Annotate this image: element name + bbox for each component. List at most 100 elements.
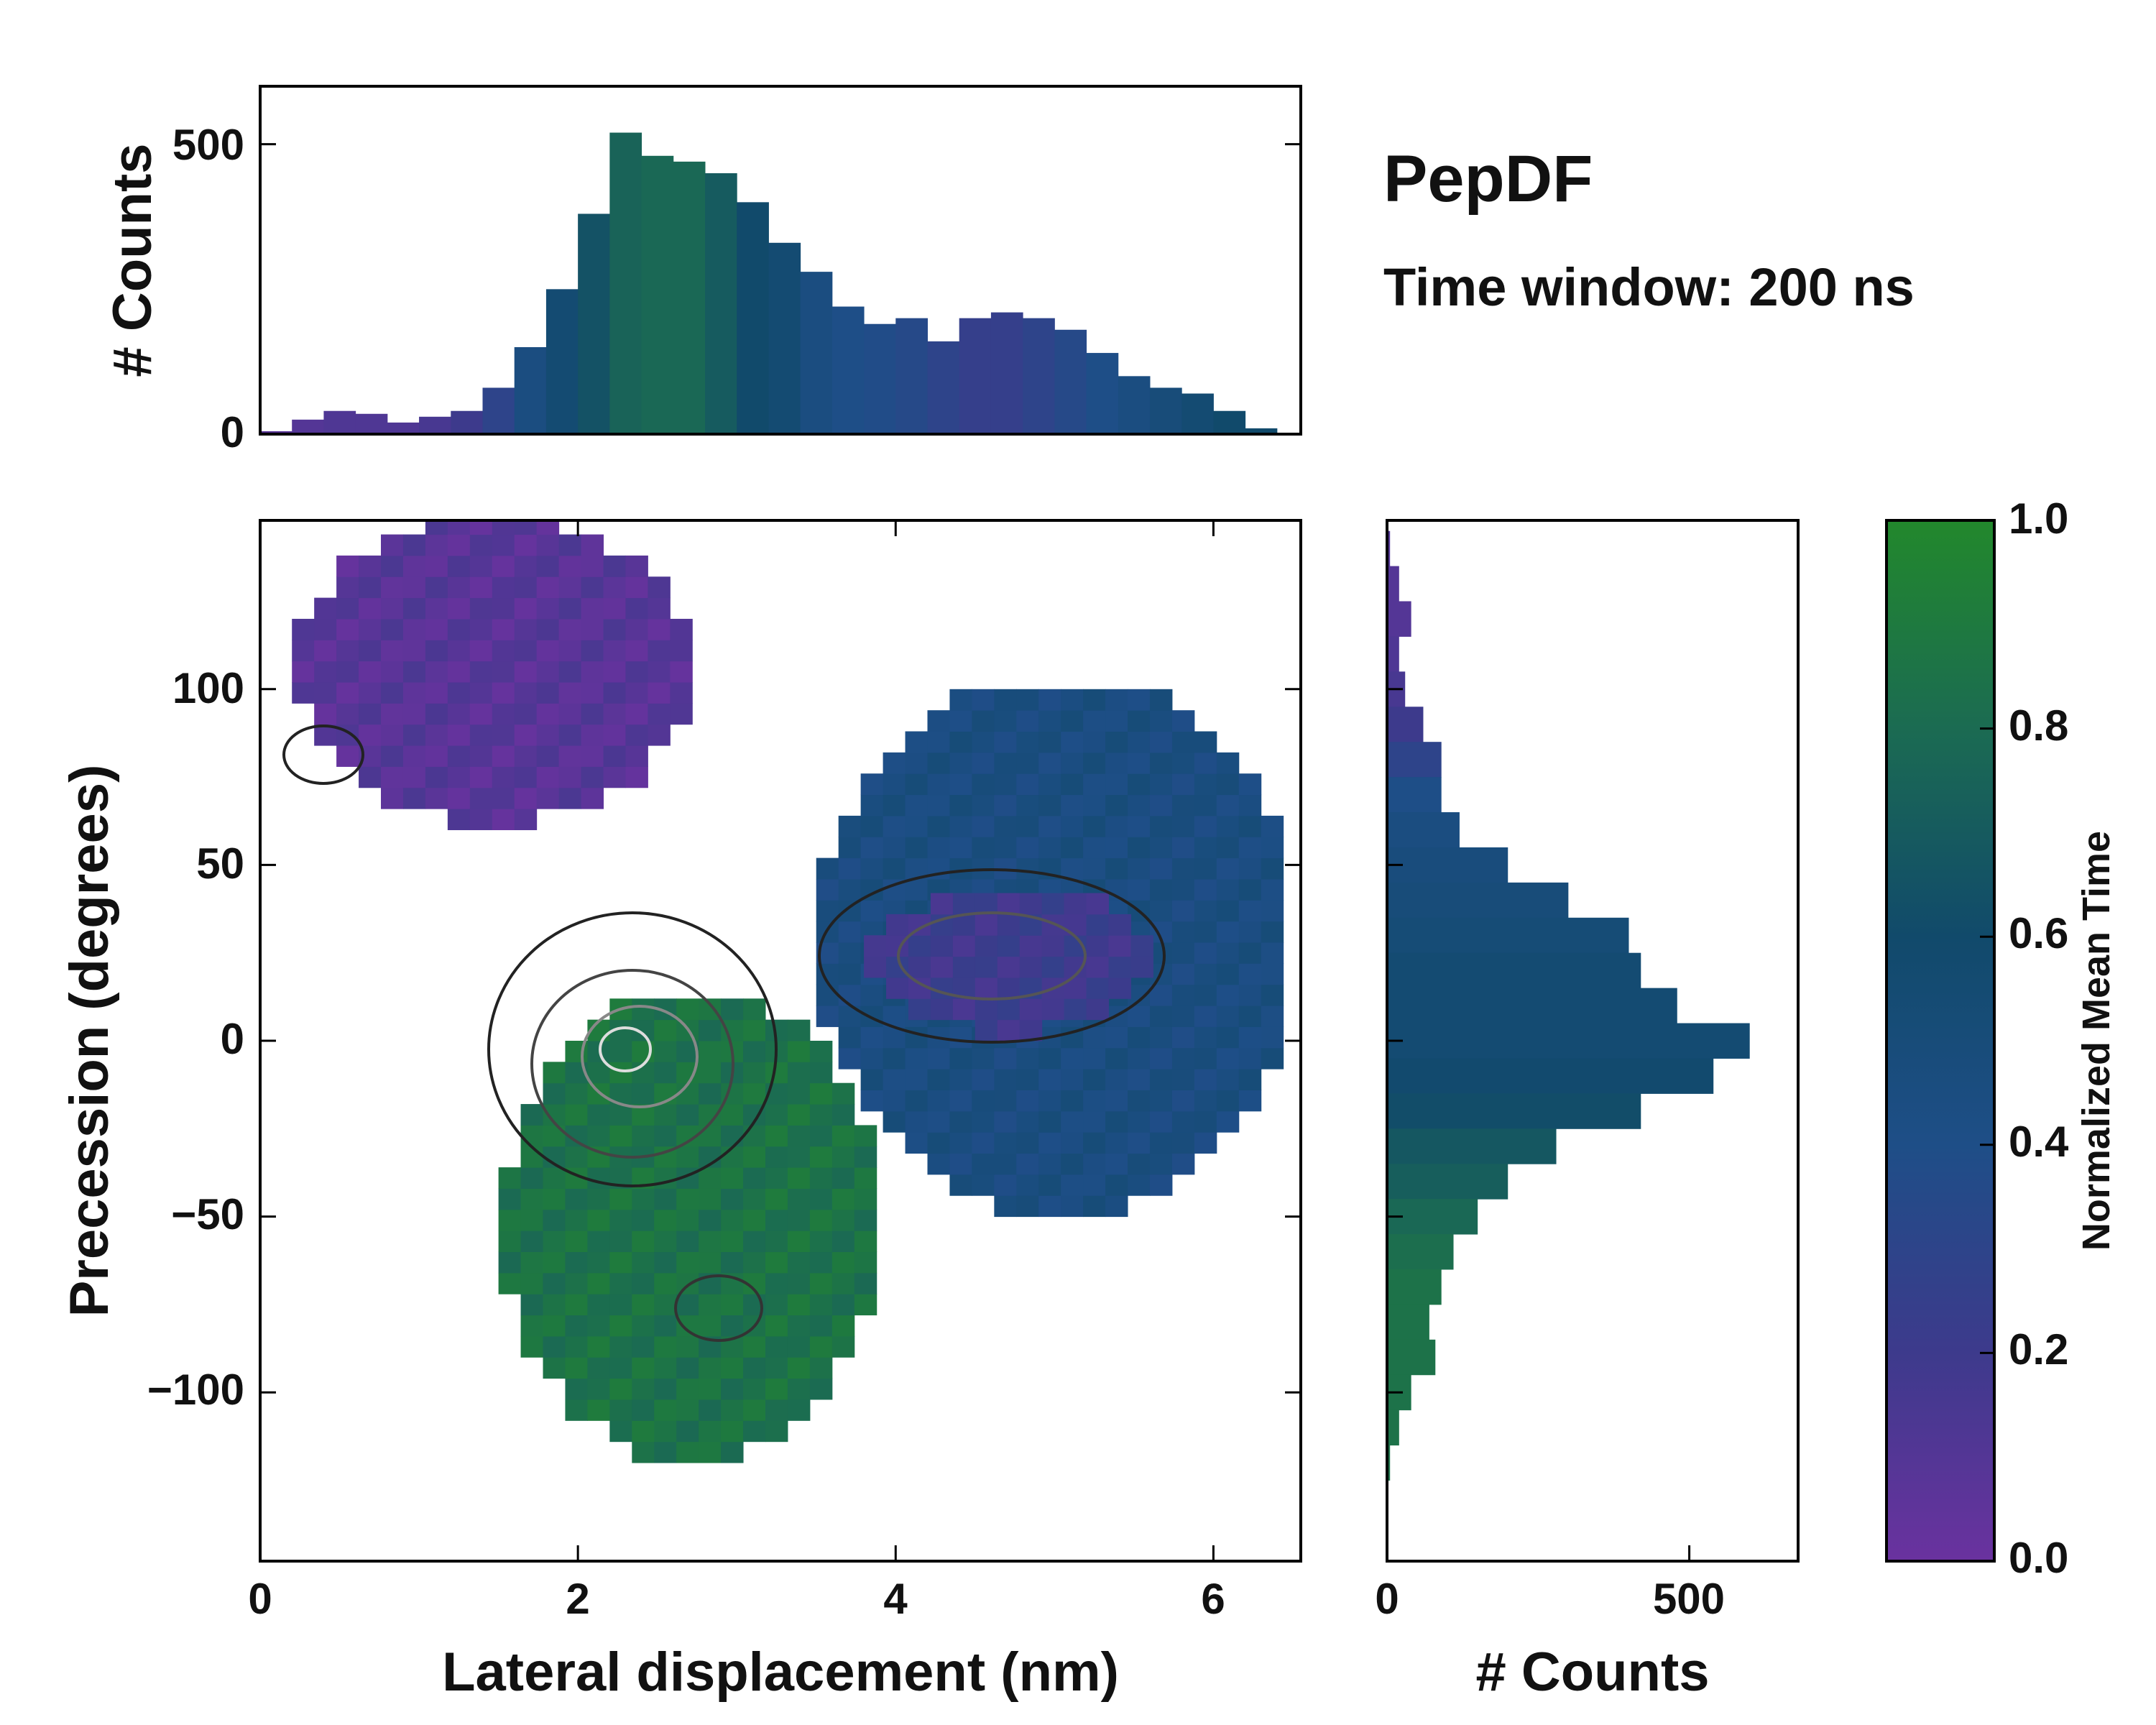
heatmap-cell-926 [1261, 1026, 1284, 1049]
heatmap-cell-930 [1261, 942, 1284, 964]
heatmap-cell-514 [816, 857, 839, 880]
heatmap-cell-653 [994, 1153, 1017, 1175]
heatmap-cell-190 [625, 618, 648, 640]
heatmap-cell-581 [927, 1153, 950, 1175]
heatmap-cell-451 [787, 1357, 811, 1379]
heatmap-cell-924 [1238, 773, 1262, 796]
right-bar-12 [1387, 952, 1641, 989]
heatmap-cell-402 [721, 1104, 744, 1126]
heatmap-cell-84 [447, 555, 471, 577]
heatmap-cell-818 [1128, 815, 1151, 837]
contour-core-green [599, 1026, 652, 1072]
heatmap-cell-971 [997, 935, 1021, 957]
heatmap-cell-307 [632, 1251, 655, 1274]
heatmap-cell-176 [603, 682, 626, 704]
heatmap-cell-298 [632, 1441, 655, 1463]
heatmap-cell-412 [743, 1335, 766, 1358]
heatmap-cell-862 [1171, 878, 1195, 901]
heatmap-cell-116 [492, 520, 515, 535]
heatmap-cell-457 [787, 1230, 811, 1253]
heatmap-cell-39 [381, 640, 404, 662]
right-bar-21 [1387, 1269, 1442, 1305]
heatmap-cell-809 [1128, 1006, 1151, 1027]
heatmap-cell-782 [1105, 1069, 1128, 1090]
heatmap-cell-186 [625, 703, 648, 725]
heatmap-cell-172 [603, 766, 626, 788]
heatmap-cell-370 [699, 1315, 722, 1337]
heatmap-cell-648 [972, 731, 995, 753]
heatmap-cell-830 [1149, 1069, 1173, 1090]
heatmap-cell-452 [787, 1335, 811, 1358]
heatmap-cell-960 [975, 1019, 998, 1041]
heatmap-cell-957 [952, 935, 976, 957]
heatmap-cell-179 [603, 618, 626, 640]
heatmap-cell-673 [994, 731, 1017, 753]
heatmap-cell-644 [972, 815, 995, 837]
top-bar-22 [959, 318, 992, 434]
heatmap-cell-56 [402, 555, 426, 577]
heatmap-cell-784 [1105, 1026, 1128, 1049]
heatmap-cell-973 [997, 893, 1021, 915]
heatmap-cell-522 [838, 900, 862, 922]
top-bar-3 [355, 413, 388, 434]
main-heatmap: 0 2 4 6 100 50 0 −50 −100 Lateral displa… [59, 519, 1302, 1703]
heatmap-cell-351 [676, 1251, 699, 1274]
heatmap-cell-217 [520, 1251, 544, 1274]
heatmap-cell-62 [425, 703, 448, 725]
heatmap-cell-816 [1128, 857, 1151, 880]
heatmap-cell-330 [654, 1230, 677, 1253]
heatmap-cell-174 [603, 724, 626, 746]
heatmap-cell-76 [447, 724, 471, 746]
heatmap-cell-859 [1171, 942, 1195, 964]
top-bar-1 [292, 419, 324, 434]
heatmap-cell-948 [930, 998, 954, 1021]
heatmap-cell-797 [1105, 752, 1128, 774]
heatmap-cell-749 [1061, 710, 1084, 732]
heatmap-cell-231 [543, 1230, 566, 1253]
heatmap-cell-188 [625, 661, 648, 683]
heatmap-cell-841 [1149, 837, 1173, 859]
heatmap-cell-655 [994, 1110, 1017, 1133]
heatmap-cell-907 [1216, 773, 1240, 796]
heatmap-cell-632 [972, 1069, 995, 1090]
heatmap-cell-683 [1016, 1047, 1039, 1070]
heatmap-cell-398 [721, 1188, 744, 1210]
heatmap-cell-28 [359, 618, 382, 640]
heatmap-cell-986 [1041, 893, 1065, 915]
heatmap-cell-912 [1238, 1026, 1262, 1049]
heatmap-cell-202 [670, 703, 693, 725]
heatmap-cell-580 [905, 731, 928, 753]
heatmap-cell-107 [492, 703, 515, 725]
top-bar-30 [1213, 410, 1246, 434]
right-bar-14 [1387, 1023, 1750, 1059]
heatmap-cell-339 [654, 1041, 677, 1062]
heatmap-cell-61 [425, 724, 448, 746]
heatmap-cell-508 [816, 984, 839, 1006]
heatmap-cell-349 [676, 1294, 699, 1316]
heatmap-cell-935 [1261, 837, 1284, 859]
heatmap-cell-223 [520, 1125, 544, 1147]
heatmap-cell-753 [1083, 1153, 1106, 1175]
colorbar: 0.0 0.2 0.4 0.6 0.8 1.0 Normalized Mean … [1885, 494, 2118, 1582]
heatmap-cell-946 [908, 935, 931, 957]
heatmap-cell-523 [838, 878, 862, 901]
heatmap-cell-804 [1128, 1110, 1151, 1133]
heatmap-cell-417 [743, 1230, 766, 1253]
heatmap-cell-942 [886, 914, 909, 936]
heatmap-cell-864 [1171, 837, 1195, 859]
heatmap-cell-161 [581, 745, 604, 767]
heatmap-cell-425 [743, 1062, 766, 1084]
heatmap-cell-421 [743, 1146, 766, 1168]
heatmap-cell-895 [1216, 1026, 1240, 1049]
heatmap-cell-105 [492, 745, 515, 767]
heatmap-cell-560 [883, 752, 906, 774]
heatmap-cell-626 [949, 689, 972, 711]
heatmap-cell-839 [1149, 878, 1173, 901]
figure-subtitle: Time window: 200 ns [1383, 257, 1915, 317]
heatmap-cell-54 [402, 597, 426, 620]
density-contours [282, 724, 1166, 1342]
heatmap-cell-471 [809, 1315, 833, 1337]
heatmap-cell-24 [359, 703, 382, 725]
heatmap-cell-845 [1149, 752, 1173, 774]
heatmap-cell-475 [809, 1230, 833, 1253]
